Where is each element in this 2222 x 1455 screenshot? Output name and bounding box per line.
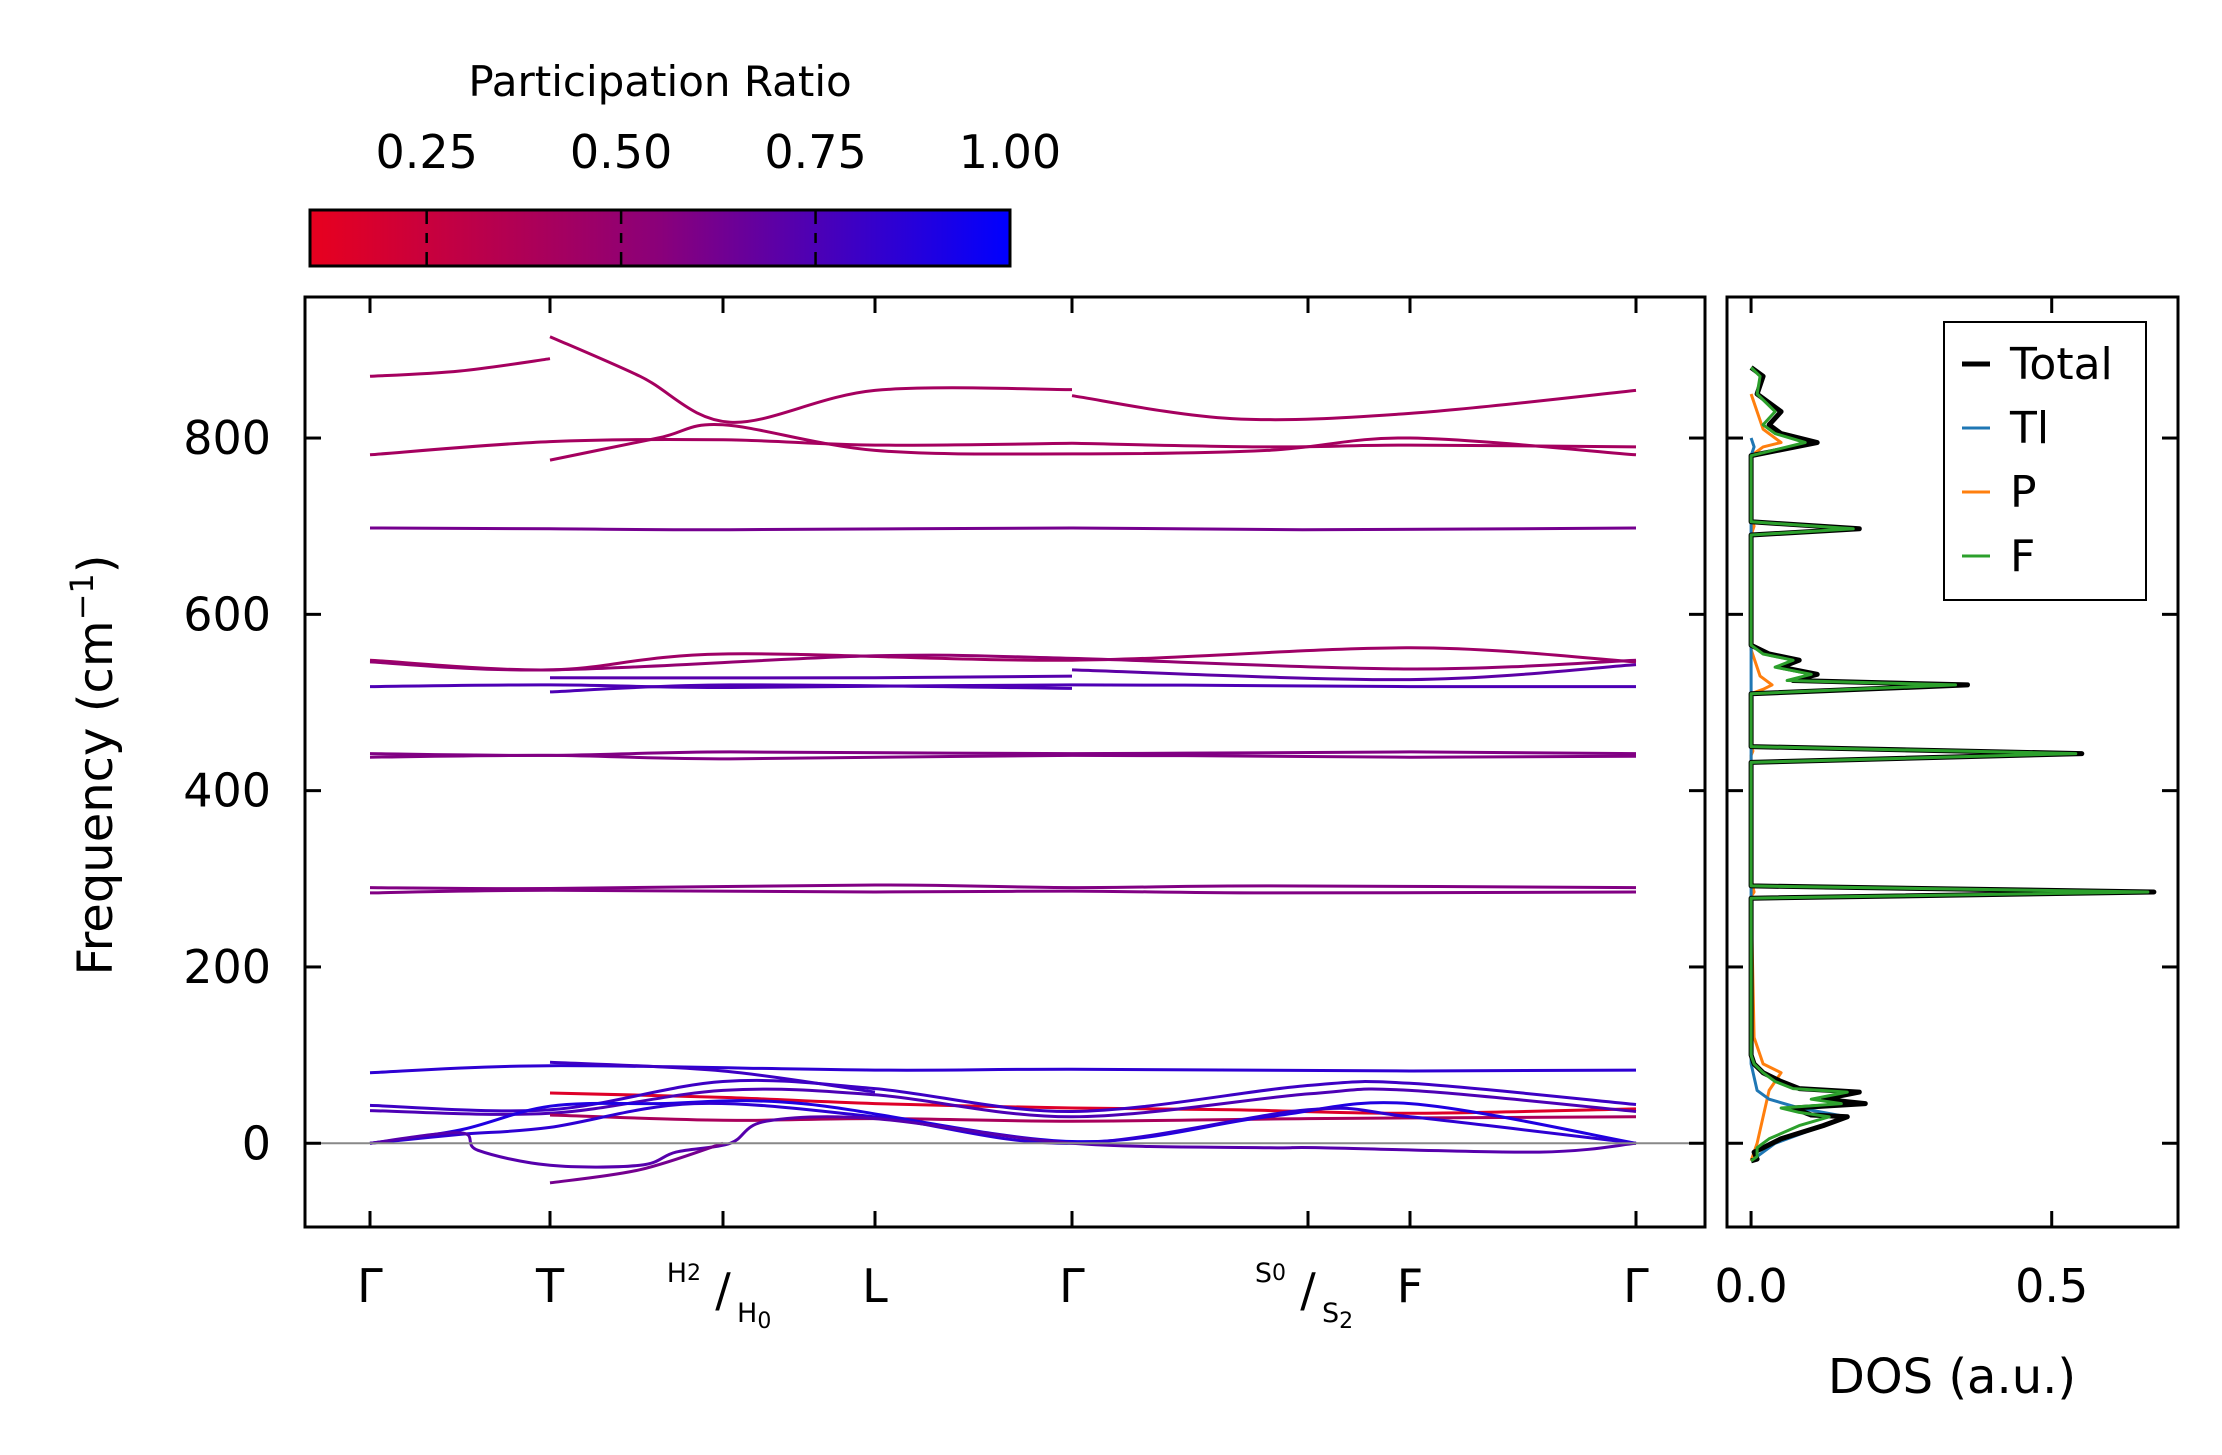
colorbar-tick-labels: 0.25 0.50 0.75 1.00 <box>375 125 1061 179</box>
y-tick-label: 800 <box>183 411 271 465</box>
kpath-label-S0-S2: S0 /S2 <box>1255 1258 1353 1334</box>
kpath-label: L <box>862 1259 888 1313</box>
band-kpath-ticks: Γ T H2/H0L Γ S0/S2F Γ <box>357 297 1649 1334</box>
kpath-label: Γ <box>1623 1259 1649 1313</box>
band-acoustic-3 <box>369 1115 1637 1169</box>
dos-curve-f <box>1749 366 2150 1163</box>
band-optic-4 <box>369 437 1073 457</box>
svg-text:S2: S2 <box>1322 1298 1353 1334</box>
colorbar: Participation Ratio 0.25 0.50 0.75 1.00 <box>308 57 1061 268</box>
band-mode-525b <box>549 674 1073 680</box>
dos-x-ticks: 0.0 0.5 <box>1714 297 2088 1313</box>
kpath-label: Γ <box>357 1259 383 1313</box>
dos-x-tick-label: 0.5 <box>2015 1259 2088 1313</box>
dos-lines <box>1748 365 2157 1164</box>
dos-panel: 0.0 0.5 DOS (a.u.) Total Tl PF <box>1714 295 2180 1405</box>
colorbar-title: Participation Ratio <box>468 57 851 106</box>
band-low-80 <box>369 1064 1637 1075</box>
colorbar-tick-label: 0.50 <box>570 125 672 179</box>
band-mode-548b <box>369 653 1637 672</box>
y-tick-label: 0 <box>242 1116 271 1170</box>
band-mode-285b <box>369 888 1637 895</box>
dos-x-tick-label: 0.0 <box>1714 1259 1787 1313</box>
band-optic-6 <box>549 423 1637 462</box>
kpath-label: F <box>1397 1259 1423 1313</box>
band-low-45 <box>369 1087 1637 1119</box>
colorbar-ticks <box>425 210 817 266</box>
y-tick-label: 400 <box>183 764 271 818</box>
legend-label-total: Total <box>2009 339 2113 390</box>
band-mode-440b <box>369 753 1637 761</box>
band-optic-2 <box>549 335 1073 424</box>
band-mode-290a <box>369 883 1637 891</box>
colorbar-tick-label: 1.00 <box>959 125 1061 179</box>
dos-curve-p <box>1749 393 1783 1162</box>
band-axes-frame <box>303 295 1707 1229</box>
legend-label-p: P <box>2010 467 2037 518</box>
dos-x-axis-title: DOS (a.u.) <box>1828 1349 2076 1405</box>
band-acoustic-1 <box>369 1099 1637 1145</box>
band-mode-530c <box>1071 663 1637 682</box>
dos-y-ticks <box>1727 436 2178 1145</box>
colorbar-tick-label: 0.25 <box>375 125 477 179</box>
svg-text:/: / <box>1300 1263 1316 1317</box>
colorbar-tick-label: 0.75 <box>764 125 866 179</box>
dos-axes-frame <box>1725 295 2180 1229</box>
band-mode-512 <box>549 683 1073 694</box>
kpath-label: Γ <box>1059 1259 1085 1313</box>
colorbar-gradient <box>308 208 1012 268</box>
band-low-55 <box>369 1078 1637 1114</box>
y-tick-label: 600 <box>183 587 271 641</box>
band-optic-1 <box>369 357 551 378</box>
legend-box <box>1943 321 2147 601</box>
y-tick-label: 200 <box>183 940 271 994</box>
svg-text:H2: H2 <box>667 1258 701 1289</box>
legend-label-tl: Tl <box>2009 403 2049 454</box>
band-mode-700 <box>369 526 1637 532</box>
dos-curve-tl <box>1749 437 1849 1163</box>
band-low-60 <box>549 1091 1637 1115</box>
svg-text:H0: H0 <box>737 1298 771 1334</box>
dos-legend: Total Tl PF <box>1943 321 2147 601</box>
band-mode-548a <box>369 646 1637 672</box>
band-optic-3 <box>1071 388 1637 422</box>
band-y-ticks: 0 200 400 600 800 <box>183 411 1705 1170</box>
legend-label-f: F <box>2010 531 2035 582</box>
kpath-label: T <box>535 1259 565 1313</box>
svg-text:S0: S0 <box>1255 1258 1286 1289</box>
band-y-axis-title: Frequency (cm−1) <box>63 554 124 975</box>
kpath-label-H2-H0: H2 /H0 <box>667 1258 772 1334</box>
band-lines <box>369 335 1637 1185</box>
band-acoustic-4 <box>549 1141 724 1185</box>
band-low-30 <box>549 1113 1637 1123</box>
svg-text:/: / <box>715 1263 731 1317</box>
